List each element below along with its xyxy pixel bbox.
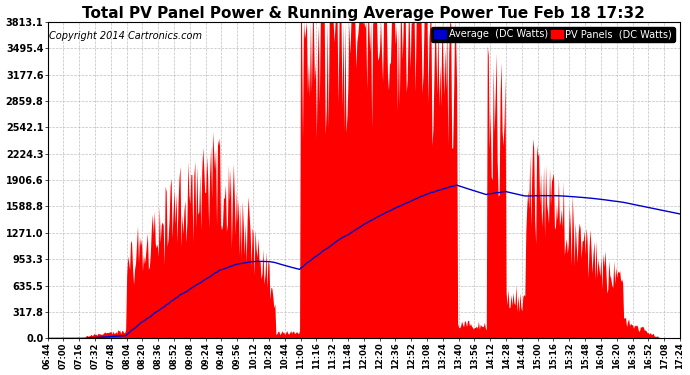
Text: Copyright 2014 Cartronics.com: Copyright 2014 Cartronics.com bbox=[49, 31, 202, 41]
Title: Total PV Panel Power & Running Average Power Tue Feb 18 17:32: Total PV Panel Power & Running Average P… bbox=[82, 6, 645, 21]
Legend: Average  (DC Watts), PV Panels  (DC Watts): Average (DC Watts), PV Panels (DC Watts) bbox=[431, 27, 675, 42]
